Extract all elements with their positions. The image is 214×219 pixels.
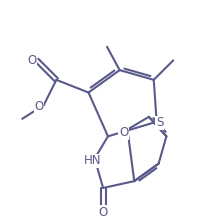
- Text: HN: HN: [84, 154, 101, 167]
- Text: O: O: [98, 206, 108, 219]
- Text: O: O: [34, 100, 43, 113]
- Text: S: S: [156, 116, 163, 129]
- Text: O: O: [27, 54, 37, 67]
- Text: O: O: [119, 126, 128, 139]
